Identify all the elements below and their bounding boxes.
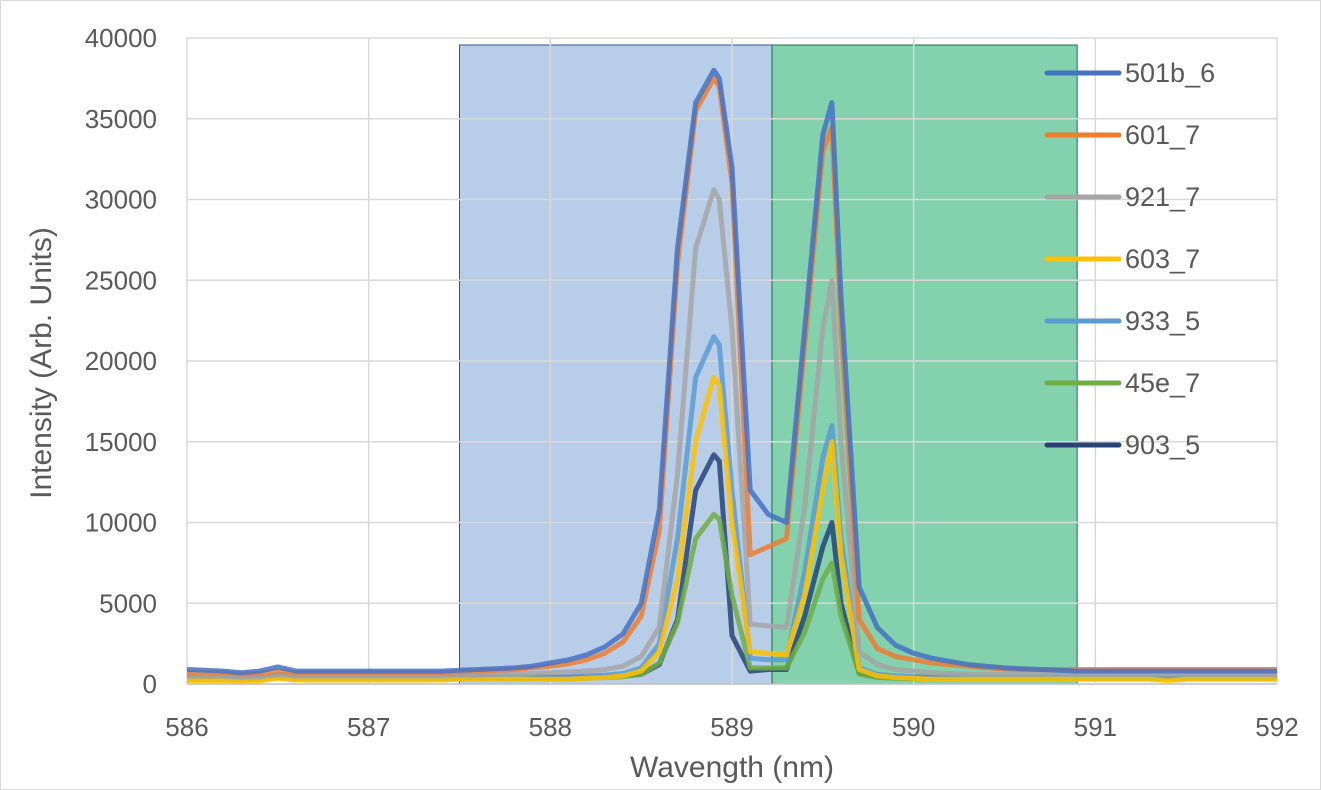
y-axis-ticks: 0 5000 10000 15000 20000 25000 30000 35000 40000: [85, 23, 157, 699]
legend-label-921_7: 921_7: [1125, 182, 1200, 212]
series-line-501b_6: [187, 67, 1277, 676]
series-line-921_7: [187, 187, 1277, 680]
x-axis-ticks: 586 587 588 589 590 591 592: [165, 712, 1298, 742]
legend-label-903_5: 903_5: [1125, 430, 1200, 460]
y-tick-label: 10000: [85, 508, 157, 538]
x-tick-label: 591: [1074, 712, 1117, 742]
legend-label-601_7: 601_7: [1125, 120, 1200, 150]
x-tick-label: 588: [529, 712, 572, 742]
x-tick-label: 589: [710, 712, 753, 742]
y-tick-label: 15000: [85, 427, 157, 457]
x-axis-title: Wavength (nm): [630, 751, 834, 784]
y-tick-label: 30000: [85, 185, 157, 215]
highlight-bands: [459, 44, 1078, 685]
series-lines: [187, 67, 1277, 685]
legend-label-603_7: 603_7: [1125, 244, 1200, 274]
legend-label-501b_6: 501b_6: [1125, 58, 1215, 88]
y-tick-label: 5000: [99, 588, 157, 618]
series-line-603_7: [187, 374, 1277, 685]
x-tick-label: 592: [1255, 712, 1298, 742]
y-axis-title: Intensity (Arb. Units): [25, 227, 58, 499]
legend-label-45e_7: 45e_7: [1125, 368, 1200, 398]
y-tick-label: 25000: [85, 265, 157, 295]
y-tick-label: 0: [143, 669, 157, 699]
y-tick-label: 35000: [85, 104, 157, 134]
x-tick-label: 587: [347, 712, 390, 742]
x-tick-label: 586: [165, 712, 208, 742]
legend-label-933_5: 933_5: [1125, 306, 1200, 336]
y-tick-label: 40000: [85, 23, 157, 53]
x-tick-label: 590: [892, 712, 935, 742]
y-tick-label: 20000: [85, 346, 157, 376]
legend: 501b_6 601_7 921_7 603_7 933_5 45e_7 903_5: [1044, 58, 1215, 460]
